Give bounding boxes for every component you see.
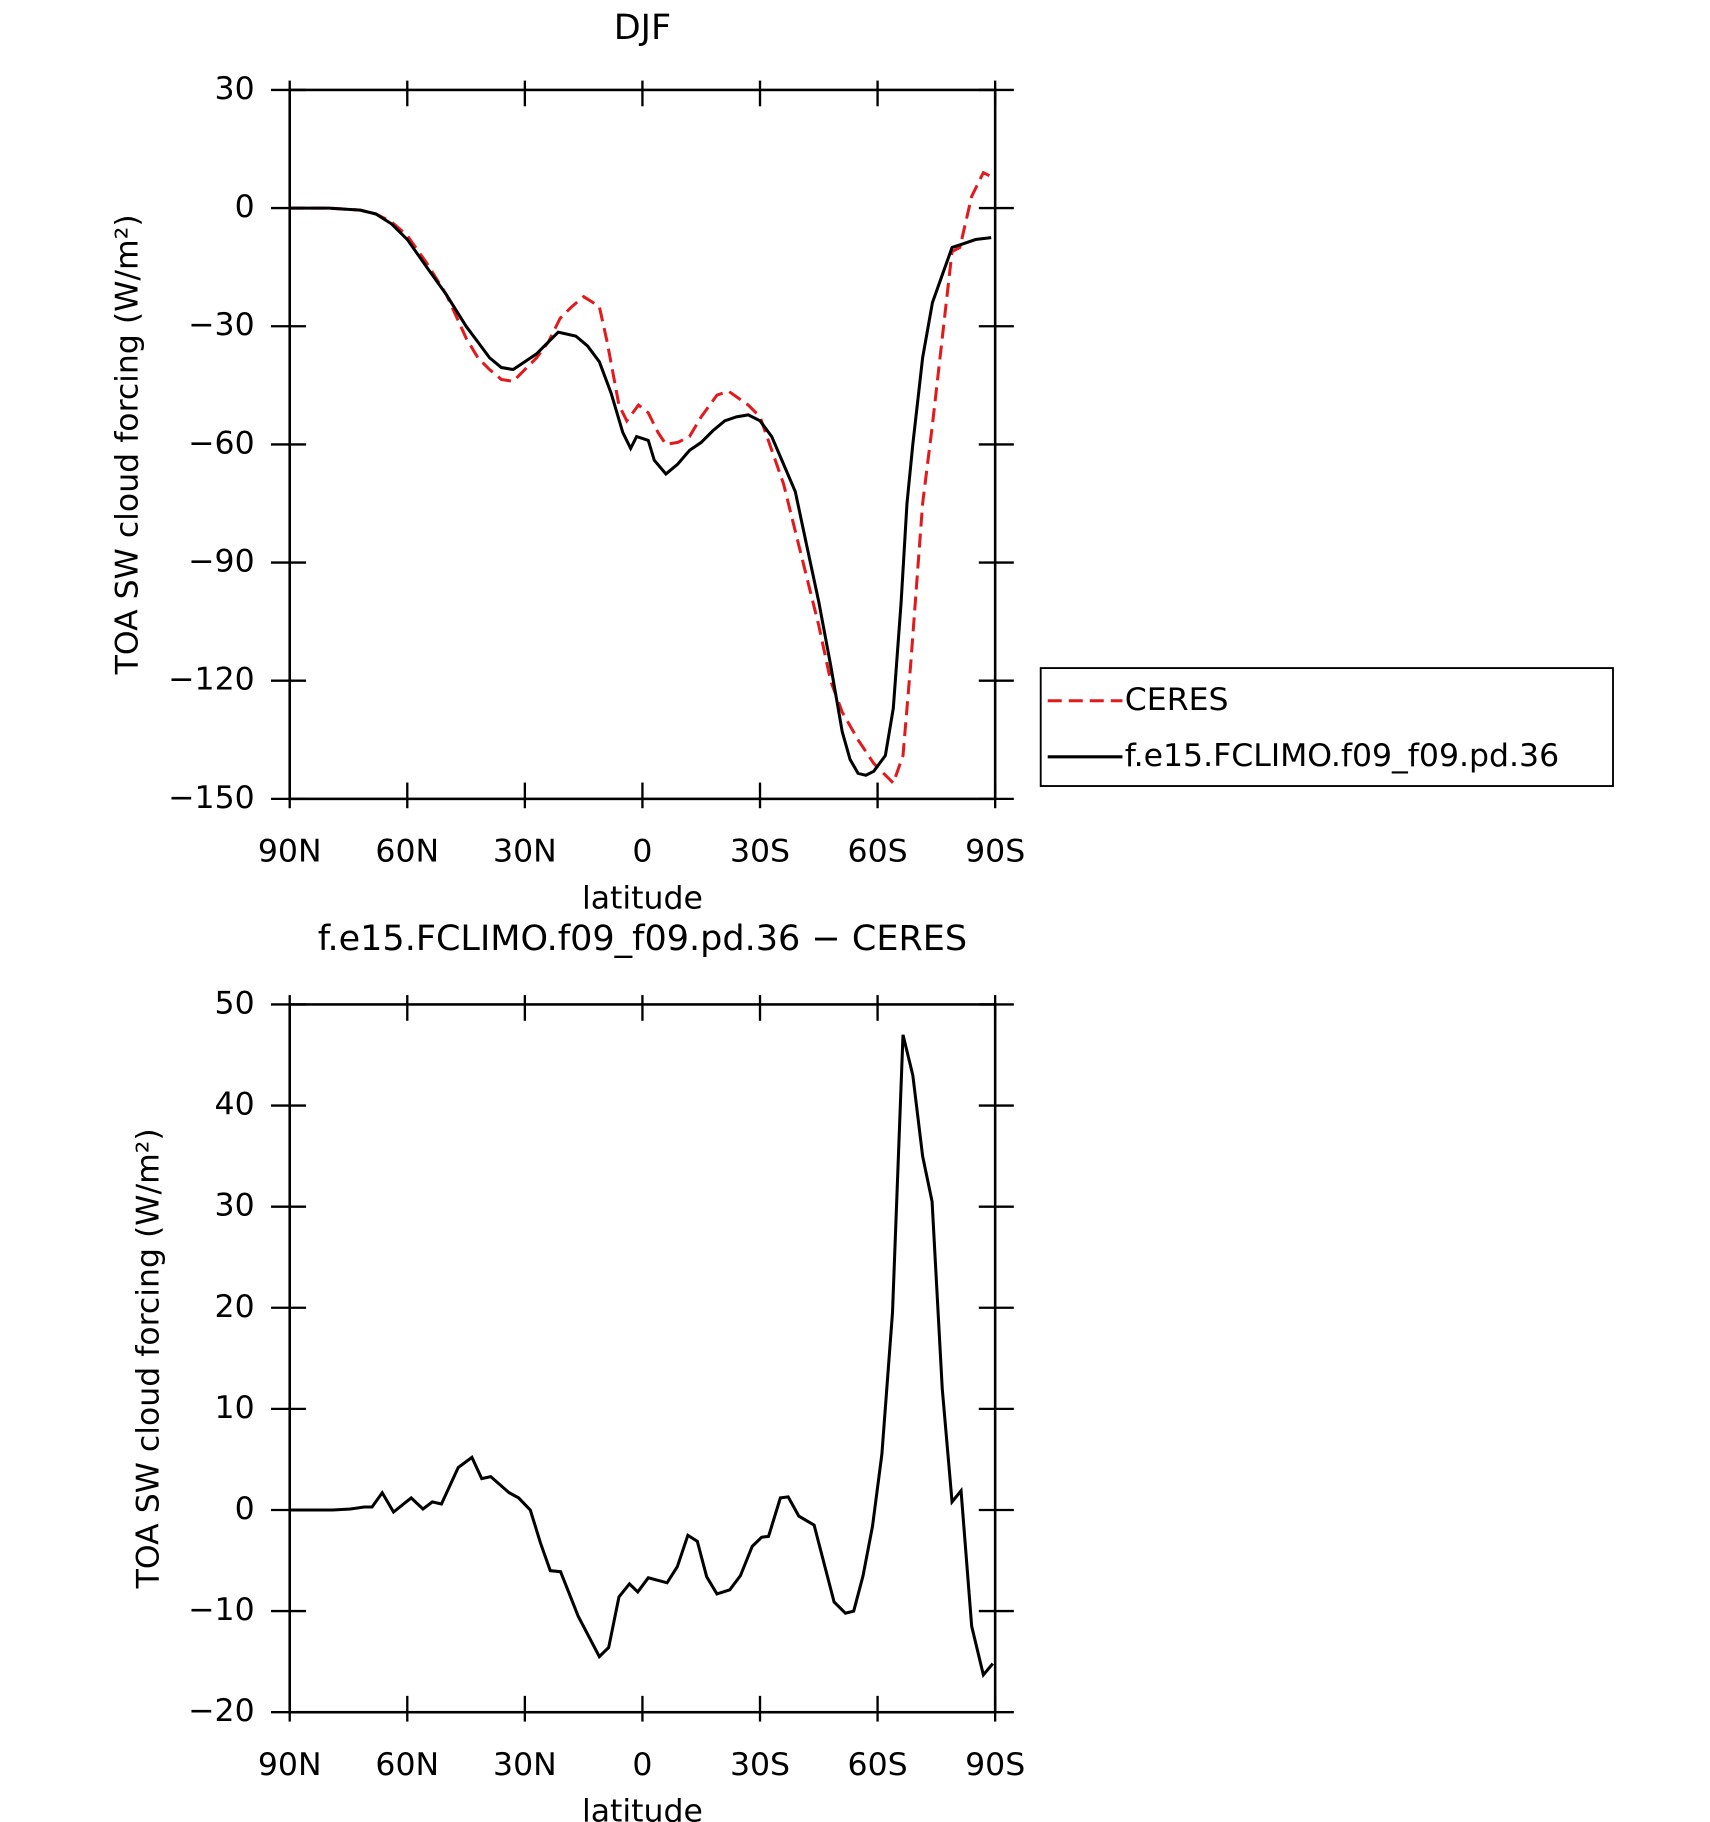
y-tick-label: 20 <box>215 1289 255 1325</box>
data-line <box>289 170 992 786</box>
legend-label: CERES <box>1125 682 1229 718</box>
y-tick-label: 30 <box>215 71 255 107</box>
y-tick-label: 30 <box>215 1188 255 1224</box>
x-tick-label: 30N <box>493 1747 557 1783</box>
x-tick-label: 90S <box>965 834 1025 870</box>
x-tick-label: 0 <box>632 834 652 870</box>
plot-frame <box>288 88 997 801</box>
x-tick-label: 60S <box>848 1747 908 1783</box>
x-axis-label: latitude <box>582 880 703 916</box>
y-tick-label: 0 <box>235 1491 255 1527</box>
legend-box <box>1039 667 1614 787</box>
y-tick-label: 10 <box>215 1390 255 1426</box>
x-tick-label: 60N <box>375 1747 439 1783</box>
y-tick-label: −30 <box>188 307 255 343</box>
chart-title: f.e15.FCLIMO.f09_f09.pd.36 − CERES <box>318 918 967 959</box>
x-tick-label: 90S <box>965 1747 1025 1783</box>
y-tick-label: −150 <box>168 780 255 816</box>
y-axis-label: TOA SW cloud forcing (W/m²) <box>110 214 146 675</box>
y-tick-label: 50 <box>215 985 255 1021</box>
data-line <box>289 1034 994 1679</box>
y-tick-label: −90 <box>188 544 255 580</box>
x-tick-label: 90N <box>258 1747 322 1783</box>
chart-title: DJF <box>614 7 671 48</box>
y-tick-label: −10 <box>188 1592 255 1628</box>
y-axis-label: TOA SW cloud forcing (W/m²) <box>131 1128 167 1589</box>
x-tick-label: 30S <box>730 1747 790 1783</box>
x-tick-label: 90N <box>258 834 322 870</box>
y-tick-label: −60 <box>188 425 255 461</box>
x-tick-label: 0 <box>632 1747 652 1783</box>
y-tick-label: −20 <box>188 1693 255 1729</box>
y-tick-label: −120 <box>168 662 255 698</box>
y-tick-label: 0 <box>235 189 255 225</box>
y-tick-label: 40 <box>215 1087 255 1123</box>
legend-label: f.e15.FCLIMO.f09_f09.pd.36 <box>1125 738 1559 774</box>
data-line <box>289 206 992 777</box>
x-tick-label: 60N <box>375 834 439 870</box>
x-tick-label: 60S <box>848 834 908 870</box>
x-tick-label: 30N <box>493 834 557 870</box>
x-tick-label: 30S <box>730 834 790 870</box>
x-axis-label: latitude <box>582 1794 703 1822</box>
